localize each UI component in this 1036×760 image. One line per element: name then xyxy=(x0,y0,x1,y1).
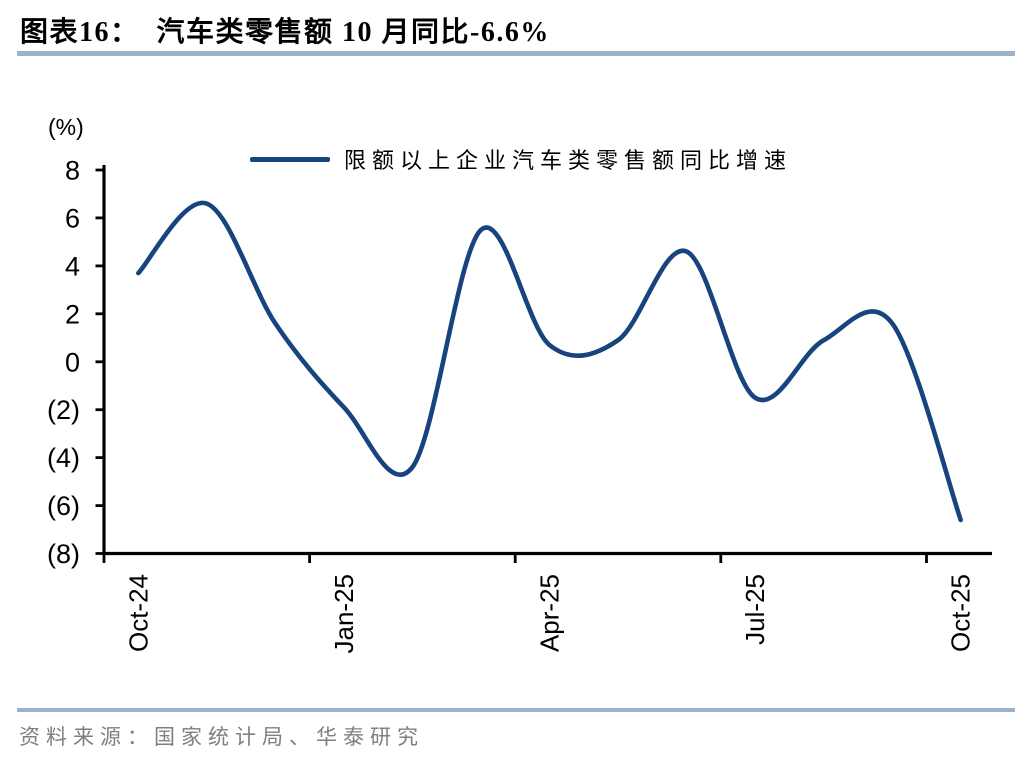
y-tick-label: 4 xyxy=(65,251,80,281)
y-tick-label: (2) xyxy=(47,395,80,425)
x-tick-label: Oct-24 xyxy=(123,574,153,652)
y-tick-label: 8 xyxy=(65,156,80,186)
line-chart: 8 6 4 2 0 (2) (4) (6) (8) Oct-24 Jan-25 Apr-25 Jul-2… xyxy=(47,156,992,654)
x-tick-label: Oct-25 xyxy=(946,574,976,652)
series-line xyxy=(136,200,963,523)
source-note: 资料来源：国家统计局、华泰研究 xyxy=(19,725,424,749)
y-tick-label: 6 xyxy=(65,203,80,233)
legend: 限额以上企业汽车类零售额同比增速 xyxy=(250,146,793,173)
y-tick-label: (8) xyxy=(47,539,80,569)
y-tick-label: 2 xyxy=(65,299,80,329)
legend-label: 限额以上企业汽车类零售额同比增速 xyxy=(344,148,793,173)
x-tick-label: Jan-25 xyxy=(329,574,359,654)
footer-divider xyxy=(17,708,1015,712)
figure-title: 图表16： 汽车类零售额 10 月同比-6.6% xyxy=(20,17,550,48)
x-tick-label: Jul-25 xyxy=(740,574,770,645)
y-axis-unit-label: (%) xyxy=(48,114,84,140)
y-tick-label: (4) xyxy=(47,443,80,473)
x-tick-label: Apr-25 xyxy=(535,574,565,652)
y-tick-label: (6) xyxy=(47,491,80,521)
legend-line-swatch xyxy=(250,156,330,162)
title-divider xyxy=(17,51,1015,56)
y-tick-label: 0 xyxy=(65,347,80,377)
